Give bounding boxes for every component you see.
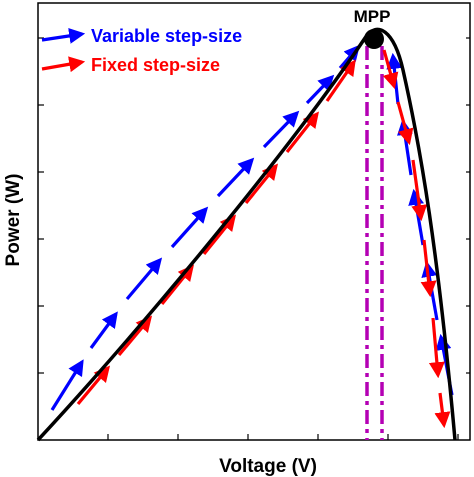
x-axis-label: Voltage (V): [219, 456, 317, 477]
y-axis-label: Power (W): [3, 174, 24, 267]
axis-ticks: [38, 37, 470, 440]
fixed-step-arrows: [76, 49, 451, 429]
legend-fixed-arrow: [41, 56, 86, 73]
legend-variable-arrow: [41, 27, 86, 44]
plot-frame: [37, 2, 471, 441]
legend: Variable step-size Fixed step-size: [41, 26, 242, 75]
mpp-label: MPP: [354, 7, 391, 26]
legend-variable-label: Variable step-size: [91, 26, 242, 46]
mpp-point: [364, 29, 384, 49]
pv-curve: [36, 27, 457, 442]
legend-fixed-label: Fixed step-size: [91, 55, 220, 75]
